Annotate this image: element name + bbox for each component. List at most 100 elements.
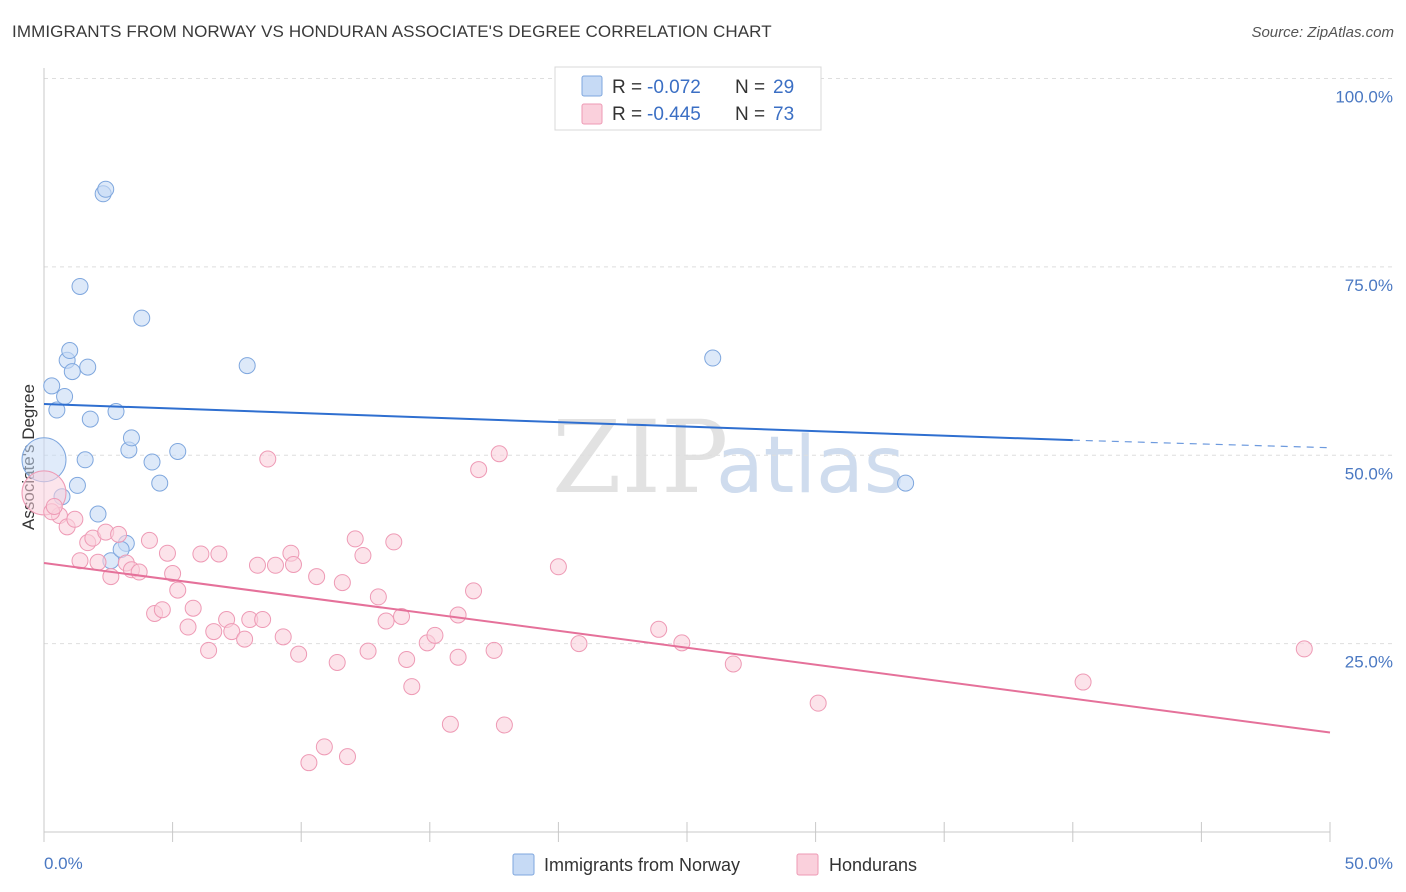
norway-point <box>897 474 915 492</box>
honduras-point <box>205 623 223 641</box>
honduras-point <box>290 645 308 663</box>
norway-point <box>97 180 115 198</box>
honduras-point <box>441 715 459 733</box>
y-tick-label: 25.0% <box>1345 653 1393 672</box>
y-tick-label: 75.0% <box>1345 276 1393 295</box>
legend-r-label-honduras: R = <box>612 104 642 125</box>
honduras-point <box>169 581 187 599</box>
honduras-trend-line <box>43 562 1331 734</box>
honduras-point <box>1074 673 1092 691</box>
honduras-point <box>398 650 416 668</box>
norway-point <box>143 453 161 471</box>
honduras-point <box>266 556 284 574</box>
chart-title: IMMIGRANTS FROM NORWAY VS HONDURAN ASSOC… <box>12 22 772 41</box>
honduras-point <box>45 497 63 515</box>
bottom-legend-label-norway: Immigrants from Norway <box>544 855 740 875</box>
norway-point <box>56 387 74 405</box>
honduras-point <box>449 606 467 624</box>
y-tick-labels: 25.0% 50.0% 75.0% 100.0% <box>1335 88 1393 672</box>
honduras-point <box>549 558 567 576</box>
norway-point <box>81 410 99 428</box>
honduras-point <box>184 599 202 617</box>
honduras-point <box>179 618 197 636</box>
honduras-point <box>470 461 488 479</box>
norway-point <box>63 363 81 381</box>
x-ticks <box>43 822 1331 842</box>
x-tick-label-max: 50.0% <box>1345 854 1393 873</box>
honduras-point <box>1295 640 1313 658</box>
honduras-point <box>385 533 403 551</box>
correlation-legend: R = -0.072 N = 29 R = -0.445 N = 73 <box>554 66 822 131</box>
legend-r-label-norway: R = <box>612 77 642 98</box>
honduras-point <box>274 628 292 646</box>
honduras-point <box>153 601 171 619</box>
honduras-point <box>377 612 395 630</box>
honduras-point <box>338 748 356 766</box>
honduras-point <box>393 607 411 625</box>
honduras-point <box>248 556 266 574</box>
series-legend: Immigrants from Norway Hondurans <box>512 853 917 876</box>
watermark-zip: ZIP <box>552 399 728 516</box>
norway-point <box>238 357 256 375</box>
honduras-point <box>300 754 318 772</box>
trend-lines <box>43 403 1331 734</box>
honduras-point <box>495 716 513 734</box>
honduras-point <box>426 626 444 644</box>
legend-swatch-norway <box>581 75 603 97</box>
norway-point <box>133 309 151 327</box>
norway-point <box>79 358 97 376</box>
honduras-point <box>200 641 218 659</box>
norway-trend-line <box>43 403 1073 442</box>
norway-point <box>89 505 107 523</box>
x-tick-label-min: 0.0% <box>44 854 83 873</box>
honduras-point <box>259 450 277 468</box>
honduras-point <box>315 738 333 756</box>
norway-point <box>704 349 722 367</box>
norway-trend-line-extension <box>1072 439 1331 449</box>
y-tick-label: 50.0% <box>1345 464 1393 483</box>
legend-n-value-honduras: 73 <box>773 104 794 125</box>
bottom-legend-swatch-norway <box>512 853 535 876</box>
honduras-point <box>66 510 84 528</box>
honduras-point <box>130 563 148 581</box>
norway-point <box>76 451 94 469</box>
honduras-point <box>158 544 176 562</box>
legend-n-label-honduras: N = <box>735 104 765 125</box>
honduras-point <box>490 445 508 463</box>
honduras-point <box>449 648 467 666</box>
honduras-point <box>328 653 346 671</box>
legend-n-value-norway: 29 <box>773 77 794 98</box>
norway-point <box>71 277 89 295</box>
data-points <box>21 180 1313 772</box>
honduras-point <box>354 546 372 564</box>
honduras-point <box>110 525 128 543</box>
watermark-atlas: atlas <box>716 421 905 511</box>
honduras-point <box>650 620 668 638</box>
honduras-point <box>89 553 107 571</box>
norway-point <box>43 377 61 395</box>
honduras-point <box>333 574 351 592</box>
bottom-legend-swatch-honduras <box>796 853 819 876</box>
honduras-point <box>210 545 228 563</box>
honduras-point <box>192 545 210 563</box>
honduras-point <box>485 641 503 659</box>
bottom-legend-label-honduras: Hondurans <box>829 855 917 875</box>
honduras-point <box>465 582 483 600</box>
honduras-point <box>809 694 827 712</box>
legend-n-label-norway: N = <box>735 77 765 98</box>
norway-point <box>122 429 140 447</box>
honduras-point <box>223 623 241 641</box>
honduras-point <box>403 678 421 696</box>
honduras-point <box>308 568 326 586</box>
norway-point <box>68 476 86 494</box>
norway-point <box>151 474 169 492</box>
honduras-point <box>369 588 387 606</box>
honduras-point <box>140 531 158 549</box>
honduras-point <box>570 635 588 653</box>
source-label: Source: ZipAtlas.com <box>1251 24 1394 41</box>
legend-swatch-honduras <box>581 103 603 125</box>
honduras-point <box>346 530 364 548</box>
norway-point <box>61 342 79 360</box>
legend-r-value-honduras: -0.445 <box>647 104 701 125</box>
